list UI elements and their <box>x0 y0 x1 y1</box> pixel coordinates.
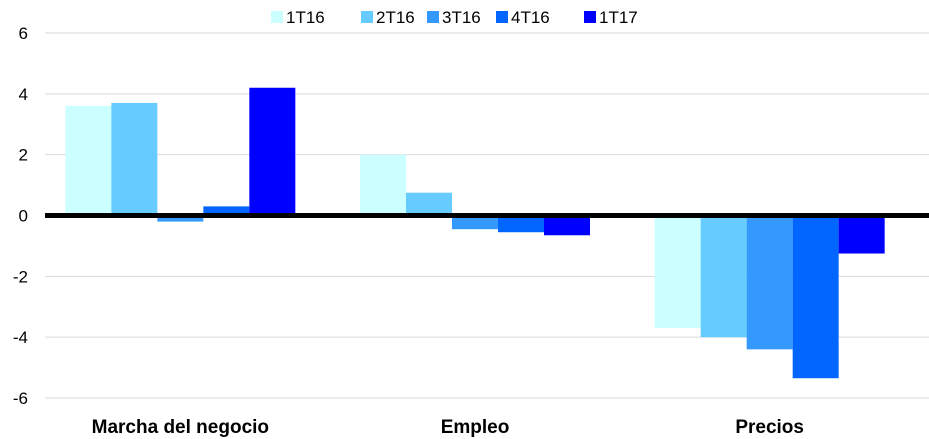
legend-label: 1T17 <box>599 8 638 27</box>
legend-label: 4T16 <box>511 8 550 27</box>
legend-swatch <box>584 11 596 23</box>
bar-2T16 <box>111 102 158 216</box>
legend-swatch <box>496 11 508 23</box>
bar-3T16 <box>452 215 498 230</box>
y-tick-label: -4 <box>13 328 28 347</box>
legend-swatch <box>427 11 439 23</box>
legend-item: 1T17 <box>584 8 638 27</box>
legend-item: 1T16 <box>271 8 325 27</box>
bar-1T17 <box>249 87 296 216</box>
bar-4T16 <box>498 215 544 233</box>
bars <box>65 87 885 379</box>
legend-item: 2T16 <box>361 8 415 27</box>
bar-1T16 <box>360 154 406 216</box>
y-tick-label: 4 <box>19 85 28 104</box>
y-axis-ticks: 6 4 2 0 -2 -4 -6 <box>13 24 28 408</box>
bar-1T16 <box>654 215 701 329</box>
bar-2T16 <box>700 215 747 338</box>
bar-3T16 <box>746 215 793 350</box>
bar-2T16 <box>406 192 452 216</box>
y-tick-label: 0 <box>19 207 28 226</box>
bar-1T16 <box>65 106 112 216</box>
legend-swatch <box>361 11 373 23</box>
legend-item: 3T16 <box>427 8 481 27</box>
category-label: Precios <box>735 417 804 438</box>
legend: 1T16 2T16 3T16 4T16 1T17 <box>271 8 638 27</box>
category-labels: Marcha del negocio Empleo Precios <box>92 417 804 438</box>
y-tick-label: 6 <box>19 24 28 43</box>
y-tick-label: -6 <box>13 389 28 408</box>
bar-1T17 <box>838 215 885 254</box>
legend-label: 3T16 <box>442 8 481 27</box>
legend-item: 4T16 <box>496 8 550 27</box>
bar-1T17 <box>544 215 590 236</box>
y-tick-label: -2 <box>13 267 28 286</box>
bar-4T16 <box>792 215 839 379</box>
category-label: Empleo <box>441 417 510 438</box>
legend-label: 1T16 <box>286 8 325 27</box>
category-label: Marcha del negocio <box>92 417 269 438</box>
legend-swatch <box>271 11 283 23</box>
y-tick-label: 2 <box>19 146 28 165</box>
bar-4T16 <box>203 206 250 216</box>
bar-3T16 <box>157 215 204 222</box>
legend-label: 2T16 <box>376 8 415 27</box>
gridlines <box>45 32 929 399</box>
